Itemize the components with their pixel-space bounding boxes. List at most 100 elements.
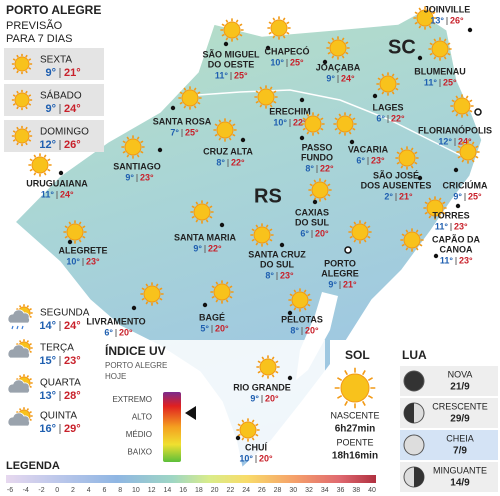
sun-icon xyxy=(213,283,231,301)
city-max: 23° xyxy=(371,155,385,165)
sun-rays xyxy=(288,288,312,312)
city-max: 20° xyxy=(305,325,319,335)
sun-rays xyxy=(423,196,447,220)
legend-tick: 24 xyxy=(242,487,250,494)
uv-subtitle: PORTO ALEGRE xyxy=(105,361,167,370)
city-min: 11° xyxy=(41,189,55,199)
city-max: 26° xyxy=(450,15,464,25)
city-name: DO OESTE xyxy=(208,59,255,69)
city-name: CAPÃO DA xyxy=(432,234,481,244)
city-min: 7° xyxy=(170,127,179,137)
city-marker xyxy=(287,375,293,381)
city-min: 10° xyxy=(239,453,253,463)
city-name: DO SUL xyxy=(295,217,330,227)
sun-icon xyxy=(253,226,271,244)
forecast-min: 9° xyxy=(45,103,56,115)
city-marker xyxy=(235,435,241,441)
legend-tick: 34 xyxy=(321,487,329,494)
city-marker xyxy=(170,105,176,111)
legend-tick: 16 xyxy=(179,487,187,494)
sun-rays xyxy=(376,72,400,96)
subtitle: PARA 7 DIAS xyxy=(6,33,72,45)
city-marker xyxy=(67,239,73,245)
city-max: 25° xyxy=(290,57,304,67)
city-max: 25° xyxy=(185,127,199,137)
city-name: DOS AUSENTES xyxy=(361,180,432,190)
sun-rays xyxy=(220,18,244,42)
forecast-min: 13° xyxy=(39,390,56,402)
city-marker xyxy=(349,139,355,145)
city-min: 9° xyxy=(453,191,462,201)
city-min: 11° xyxy=(440,255,454,265)
sun-rays xyxy=(428,37,452,61)
sun-icon xyxy=(453,97,471,115)
city-min: 10° xyxy=(66,256,80,266)
city-max: 24° xyxy=(60,189,74,199)
city-min: 11° xyxy=(435,221,449,231)
city-max: 20° xyxy=(315,228,329,238)
legend-tick: 32 xyxy=(305,487,313,494)
legend-scale xyxy=(6,475,376,483)
moon-date: 21/9 xyxy=(450,382,470,393)
city-min: 8° xyxy=(265,270,274,280)
sun-icon xyxy=(270,19,288,37)
city-max: 22° xyxy=(391,113,405,123)
city-name: LIVRAMENTO xyxy=(86,316,145,326)
legend-tick: -2 xyxy=(38,487,44,494)
sun-icon xyxy=(124,138,142,156)
city-name: CHAPECÓ xyxy=(264,45,309,56)
state-border xyxy=(197,89,471,161)
city-name: RIO GRANDE xyxy=(233,382,291,392)
cloud-icon xyxy=(7,309,30,324)
sunset: 18h16min xyxy=(332,451,378,462)
city-marker xyxy=(287,310,293,316)
city-max: 22° xyxy=(208,243,222,253)
legend-tick: 36 xyxy=(337,487,345,494)
legend-tick: 12 xyxy=(148,487,156,494)
sun-rays xyxy=(301,112,325,136)
city-name: CANOA xyxy=(440,244,473,254)
city-min: 8° xyxy=(216,157,225,167)
city-marker xyxy=(223,41,229,47)
city-name: PELOTAS xyxy=(281,314,323,324)
city-marker xyxy=(372,93,378,99)
city-marker xyxy=(202,302,208,308)
city-marker xyxy=(299,135,305,141)
sun-icon xyxy=(304,115,322,133)
sun-rays xyxy=(11,53,33,75)
moon-shadow xyxy=(414,467,424,487)
uv-level: EXTREMO xyxy=(112,395,152,404)
sun-icon xyxy=(193,203,211,221)
city-min: 6° xyxy=(376,113,385,123)
forecast-max: 24° xyxy=(64,320,81,332)
city-max: 20° xyxy=(119,327,133,337)
city-min: 10° xyxy=(270,57,284,67)
city-name: SANTA ROSA xyxy=(153,116,212,126)
rain-icon xyxy=(11,325,24,330)
forecast-day: QUINTA xyxy=(40,411,77,422)
city-name: SANTA MARIA xyxy=(174,232,236,242)
sun-icon xyxy=(216,121,234,139)
moon-phase: CHEIA xyxy=(446,433,474,443)
forecast-day: DOMINGO xyxy=(40,127,89,138)
city-max: 20° xyxy=(215,323,229,333)
legend-tick: -6 xyxy=(7,487,13,494)
city-min: 9° xyxy=(193,243,202,253)
city-marker xyxy=(312,199,318,205)
moon-phase: CRESCENTE xyxy=(432,401,488,411)
city-name: CHUÍ xyxy=(245,442,267,452)
city-max: 25° xyxy=(443,77,457,87)
moon-phase: NOVA xyxy=(448,369,473,379)
city-min: 9° xyxy=(328,279,337,289)
legend-tick: 8 xyxy=(118,487,122,494)
sun-icon xyxy=(14,56,30,72)
header-bg xyxy=(0,0,110,46)
city-max: 20° xyxy=(259,453,273,463)
sun-icon xyxy=(259,358,277,376)
uv-subtitle: HOJE xyxy=(105,372,126,381)
city-min: 13° xyxy=(430,15,444,25)
title: PORTO ALEGRE xyxy=(6,3,101,17)
sun-icon xyxy=(403,231,421,249)
city-name: BAGÉ xyxy=(199,312,225,322)
city-name: VACARIA xyxy=(348,144,389,154)
